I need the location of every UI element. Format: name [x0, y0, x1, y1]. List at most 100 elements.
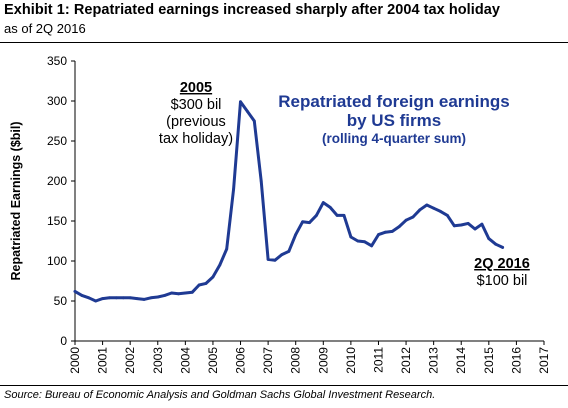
series-point: [266, 258, 270, 261]
x-tick-label: 2010: [344, 347, 358, 374]
series-point: [315, 214, 318, 217]
series-point: [149, 296, 153, 300]
series-point: [190, 290, 194, 294]
series-point: [301, 220, 304, 224]
series-point: [356, 239, 360, 243]
series-point: [204, 282, 208, 285]
y-tick-label: 50: [54, 294, 68, 308]
y-tick-label: 150: [47, 214, 67, 228]
series-point: [328, 206, 332, 209]
series-point: [135, 297, 139, 300]
annotation-2005-value: $300 bil: [171, 97, 222, 113]
series-point: [211, 275, 215, 279]
chart-series: [73, 100, 505, 303]
series-point: [197, 283, 201, 287]
series-point: [377, 233, 380, 237]
series-point: [494, 242, 498, 246]
series-point: [432, 206, 435, 210]
series-point: [349, 235, 353, 239]
series-point: [397, 225, 401, 229]
top-divider: [0, 42, 568, 43]
y-tick-label: 350: [47, 54, 67, 68]
annotation-2q2016-value: $100 bil: [477, 273, 528, 289]
series-point: [128, 296, 132, 300]
series-annotation-line2: by US firms: [347, 111, 441, 130]
series-point: [142, 298, 146, 301]
x-tick-label: 2001: [96, 347, 110, 374]
series-point: [321, 201, 325, 205]
source-note: Source: Bureau of Economic Analysis and …: [4, 389, 436, 401]
series-point: [425, 203, 429, 207]
series-point: [108, 296, 111, 300]
series-point: [273, 258, 277, 262]
series-point: [439, 210, 442, 213]
series-point: [121, 296, 125, 300]
series-point: [294, 233, 298, 237]
series-point: [404, 218, 408, 222]
y-tick-label: 0: [60, 334, 67, 348]
series-point: [87, 296, 91, 300]
x-tick-label: 2013: [427, 347, 441, 374]
x-tick-label: 2000: [68, 347, 82, 374]
series-point: [80, 294, 84, 297]
exhibit-title: Exhibit 1: Repatriated earnings increase…: [4, 2, 500, 18]
exhibit-subtitle: as of 2Q 2016: [4, 21, 86, 36]
series-point: [246, 110, 249, 113]
series-point: [452, 224, 456, 228]
x-tick-label: 2007: [261, 347, 275, 374]
x-axis-ticks: 2000 2001 2002 2003 2004 2005 2006 2007 2008 2009…: [68, 341, 551, 374]
series-point: [101, 297, 104, 300]
x-tick-label: 2009: [316, 347, 330, 374]
x-tick-label: 2011: [371, 347, 385, 373]
series-point: [418, 208, 422, 212]
annotation-2005-note2: tax holiday): [159, 131, 233, 147]
y-tick-label: 100: [47, 254, 67, 268]
series-point: [384, 230, 387, 234]
series-point: [466, 222, 470, 225]
series-point: [239, 100, 242, 104]
x-tick-label: 2008: [289, 347, 303, 374]
series-point: [218, 263, 222, 267]
bottom-divider: [0, 385, 568, 386]
series-annotation: Repatriated foreign earnings by US firms…: [278, 92, 509, 146]
chart-axes: [74, 61, 544, 342]
series-point: [280, 253, 284, 256]
series-point: [287, 250, 291, 253]
series-point: [363, 240, 367, 244]
series-point: [115, 296, 118, 300]
x-tick-label: 2016: [509, 347, 523, 374]
series-point: [156, 295, 160, 299]
series-point: [177, 292, 180, 296]
series-point: [308, 221, 311, 225]
y-tick-label: 300: [47, 94, 67, 108]
x-tick-label: 2004: [178, 347, 192, 374]
series-point: [184, 291, 187, 295]
x-tick-label: 2006: [234, 347, 248, 374]
series-point: [370, 244, 373, 248]
series-annotation-line3: (rolling 4-quarter sum): [322, 131, 466, 146]
series-point: [446, 214, 449, 217]
y-tick-label: 250: [47, 134, 67, 148]
series-point: [225, 247, 229, 251]
annotation-2005-year: 2005: [180, 80, 212, 96]
annotation-2005: 2005 $300 bil (previous tax holiday): [159, 80, 233, 147]
x-tick-label: 2014: [454, 347, 468, 374]
series-point: [473, 227, 477, 231]
series-point: [487, 237, 491, 241]
series-point: [501, 246, 504, 249]
series-point: [335, 214, 339, 217]
series-point: [411, 215, 415, 219]
series-point: [459, 223, 463, 227]
x-tick-label: 2017: [537, 347, 551, 374]
x-tick-label: 2005: [206, 347, 220, 374]
series-point: [94, 299, 98, 303]
series-point: [163, 294, 167, 297]
y-axis-label: Repatriated Earnings ($bil): [9, 121, 23, 280]
x-tick-label: 2002: [123, 347, 137, 374]
y-axis-ticks: 0 50 100 150 200 250 300 350: [47, 54, 75, 348]
x-tick-label: 2012: [399, 347, 413, 374]
series-point: [73, 290, 77, 293]
series-point: [390, 230, 394, 233]
x-tick-label: 2003: [151, 347, 165, 374]
